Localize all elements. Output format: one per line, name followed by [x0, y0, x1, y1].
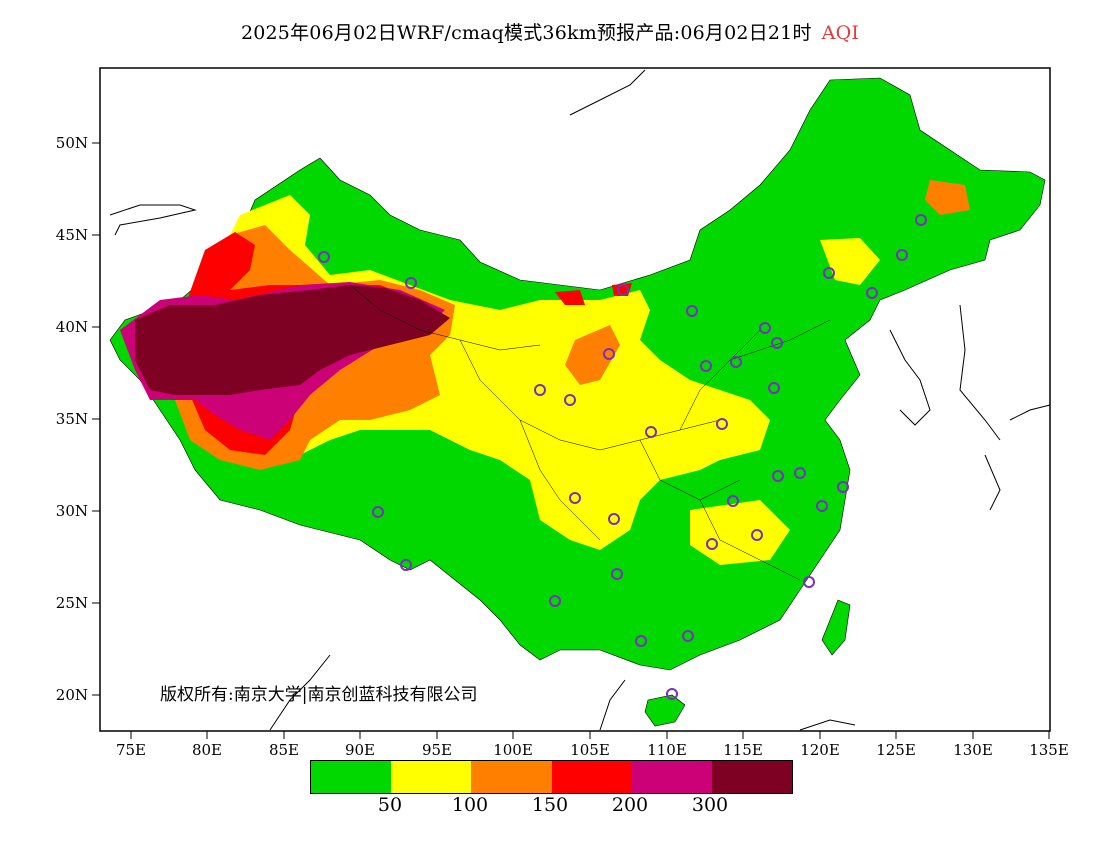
axis-ticks — [92, 142, 1050, 739]
legend-swatch — [631, 761, 712, 793]
legend-label: 50 — [377, 794, 403, 816]
coastline-south — [269, 654, 856, 731]
ytick-label: 40N — [56, 318, 88, 336]
title-aqi-tag: AQI — [821, 22, 860, 44]
station-markers — [318, 214, 927, 700]
xtick-label: 125E — [876, 741, 916, 759]
legend-swatch — [711, 761, 793, 793]
xtick-label: 115E — [723, 741, 763, 759]
xtick-label: 95E — [422, 741, 452, 759]
xtick-label: 100E — [493, 741, 533, 759]
xtick-label: 130E — [953, 741, 993, 759]
ytick-label: 35N — [56, 410, 88, 428]
xtick-label: 110E — [647, 741, 687, 759]
ytick-label: 25N — [56, 594, 88, 612]
legend-label: 200 — [611, 794, 649, 816]
legend-swatch — [391, 761, 472, 793]
xtick-label: 135E — [1029, 741, 1069, 759]
region-hazardous — [135, 285, 450, 395]
region-moderate-ne — [820, 238, 880, 285]
aqi-legend — [310, 760, 793, 794]
coastline-korea-japan — [889, 304, 1051, 511]
region-usg-c — [925, 180, 970, 215]
copyright-text: 版权所有:南京大学|南京创蓝科技有限公司 — [160, 685, 478, 705]
title-main: 2025年06月02日WRF/cmaq模式36km预报产品:06月02日21时 — [240, 22, 812, 44]
ytick-label: 20N — [56, 686, 88, 704]
legend-label: 100 — [451, 794, 489, 816]
legend-swatch — [471, 761, 552, 793]
xtick-label: 75E — [116, 741, 146, 759]
xtick-label: 120E — [800, 741, 840, 759]
xtick-label: 85E — [269, 741, 299, 759]
legend-swatch — [311, 761, 392, 793]
xtick-label: 80E — [192, 741, 222, 759]
region-hainan — [644, 694, 686, 727]
coastline-north — [109, 69, 646, 236]
legend-label: 300 — [691, 794, 729, 816]
region-usg-b — [565, 325, 620, 385]
xtick-label: 105E — [570, 741, 610, 759]
xtick-label: 90E — [345, 741, 375, 759]
province-borders — [349, 284, 831, 581]
legend-swatch — [551, 761, 632, 793]
ytick-label: 45N — [56, 226, 88, 244]
ytick-label: 50N — [56, 134, 88, 152]
region-unhealthy-b — [555, 290, 585, 305]
legend-label: 150 — [531, 794, 569, 816]
legend-labels: 50 100 150 200 300 — [310, 794, 791, 818]
region-taiwan — [821, 599, 851, 656]
ytick-label: 30N — [56, 502, 88, 520]
map-title: 2025年06月02日WRF/cmaq模式36km预报产品:06月02日21时 A… — [0, 18, 1100, 45]
